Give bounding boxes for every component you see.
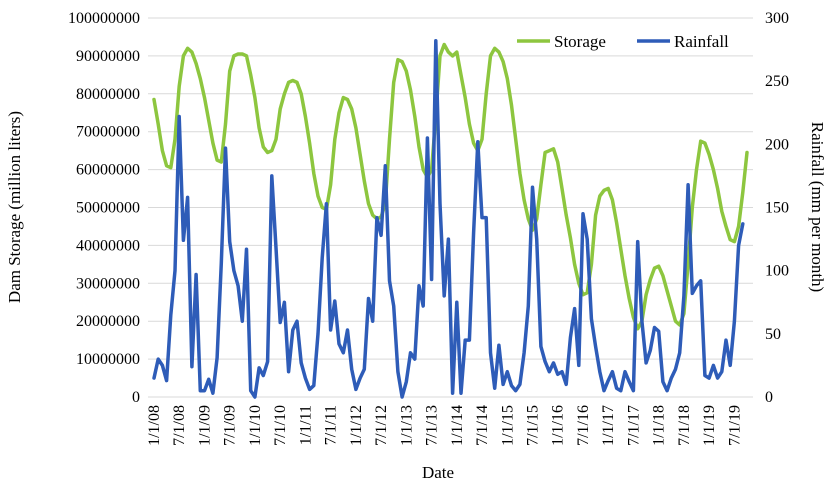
x-tick-label: 1/1/09 <box>196 405 213 446</box>
x-tick-label: 1/1/16 <box>550 405 567 446</box>
y-left-tick-label: 20000000 <box>76 313 140 330</box>
x-tick-label: 7/1/17 <box>625 405 642 446</box>
y-right-tick-label: 50 <box>765 326 781 343</box>
series-line-storage <box>152 42 749 331</box>
y-right-tick-label: 150 <box>765 200 789 217</box>
x-tick-label: 1/1/14 <box>449 405 466 446</box>
y-left-tick-label: 40000000 <box>76 237 140 254</box>
legend-label-rainfall: Rainfall <box>674 32 729 51</box>
x-tick-label: 1/1/19 <box>701 405 718 446</box>
x-tick-label: 1/1/13 <box>398 405 415 446</box>
series <box>152 38 749 399</box>
x-tick-label: 7/1/18 <box>676 405 693 446</box>
x-tick-label: 1/1/17 <box>600 405 617 446</box>
x-axis-title: Date <box>422 463 454 482</box>
y-right-tick-label: 300 <box>765 10 789 27</box>
x-tick-label: 7/1/15 <box>525 405 542 446</box>
legend-label-storage: Storage <box>554 32 606 51</box>
x-tick-label: 7/1/10 <box>272 405 289 446</box>
x-axis-ticks: 1/1/08 7/1/08 1/1/09 7/1/09 1/1/10 7/1/10 1/1/… <box>146 405 743 446</box>
y-right-tick-label: 250 <box>765 73 789 90</box>
left-axis-title: Dam Storage (million liters) <box>5 111 24 303</box>
series-line-rainfall <box>152 38 745 399</box>
y-right-tick-label: 100 <box>765 263 789 280</box>
x-tick-label: 7/1/16 <box>575 405 592 446</box>
y-left-tick-label: 100000000 <box>68 10 140 27</box>
x-tick-label: 7/1/08 <box>171 405 188 446</box>
y-left-tick-label: 50000000 <box>76 200 140 217</box>
right-axis-title: Rainfall (mm per month) <box>808 122 827 292</box>
y-left-tick-label: 60000000 <box>76 162 140 179</box>
x-tick-label: 1/1/08 <box>146 405 163 446</box>
x-tick-label: 1/1/18 <box>651 405 668 446</box>
y-right-tick-label: 200 <box>765 136 789 153</box>
x-tick-label: 1/1/10 <box>247 405 264 446</box>
y-left-tick-label: 90000000 <box>76 48 140 65</box>
y-left-tick-label: 10000000 <box>76 351 140 368</box>
x-tick-label: 7/1/11 <box>323 405 340 445</box>
right-axis-ticks: 0 50 100 150 200 250 300 <box>765 10 789 406</box>
y-left-tick-label: 0 <box>132 389 140 406</box>
x-tick-label: 1/1/15 <box>499 405 516 446</box>
x-tick-label: 7/1/14 <box>474 405 491 446</box>
left-axis-ticks: 0 10000000 20000000 30000000 40000000 5000000… <box>68 10 140 406</box>
y-left-tick-label: 30000000 <box>76 275 140 292</box>
x-tick-label: 7/1/12 <box>373 405 390 446</box>
y-left-tick-label: 80000000 <box>76 86 140 103</box>
legend: Storage Rainfall <box>517 32 729 51</box>
y-left-tick-label: 70000000 <box>76 124 140 141</box>
x-tick-label: 7/1/13 <box>424 405 441 446</box>
x-tick-label: 7/1/09 <box>222 405 239 446</box>
x-tick-label: 7/1/19 <box>726 405 743 446</box>
y-right-tick-label: 0 <box>765 389 773 406</box>
x-tick-label: 1/1/12 <box>348 405 365 446</box>
x-tick-label: 1/1/11 <box>297 405 314 445</box>
